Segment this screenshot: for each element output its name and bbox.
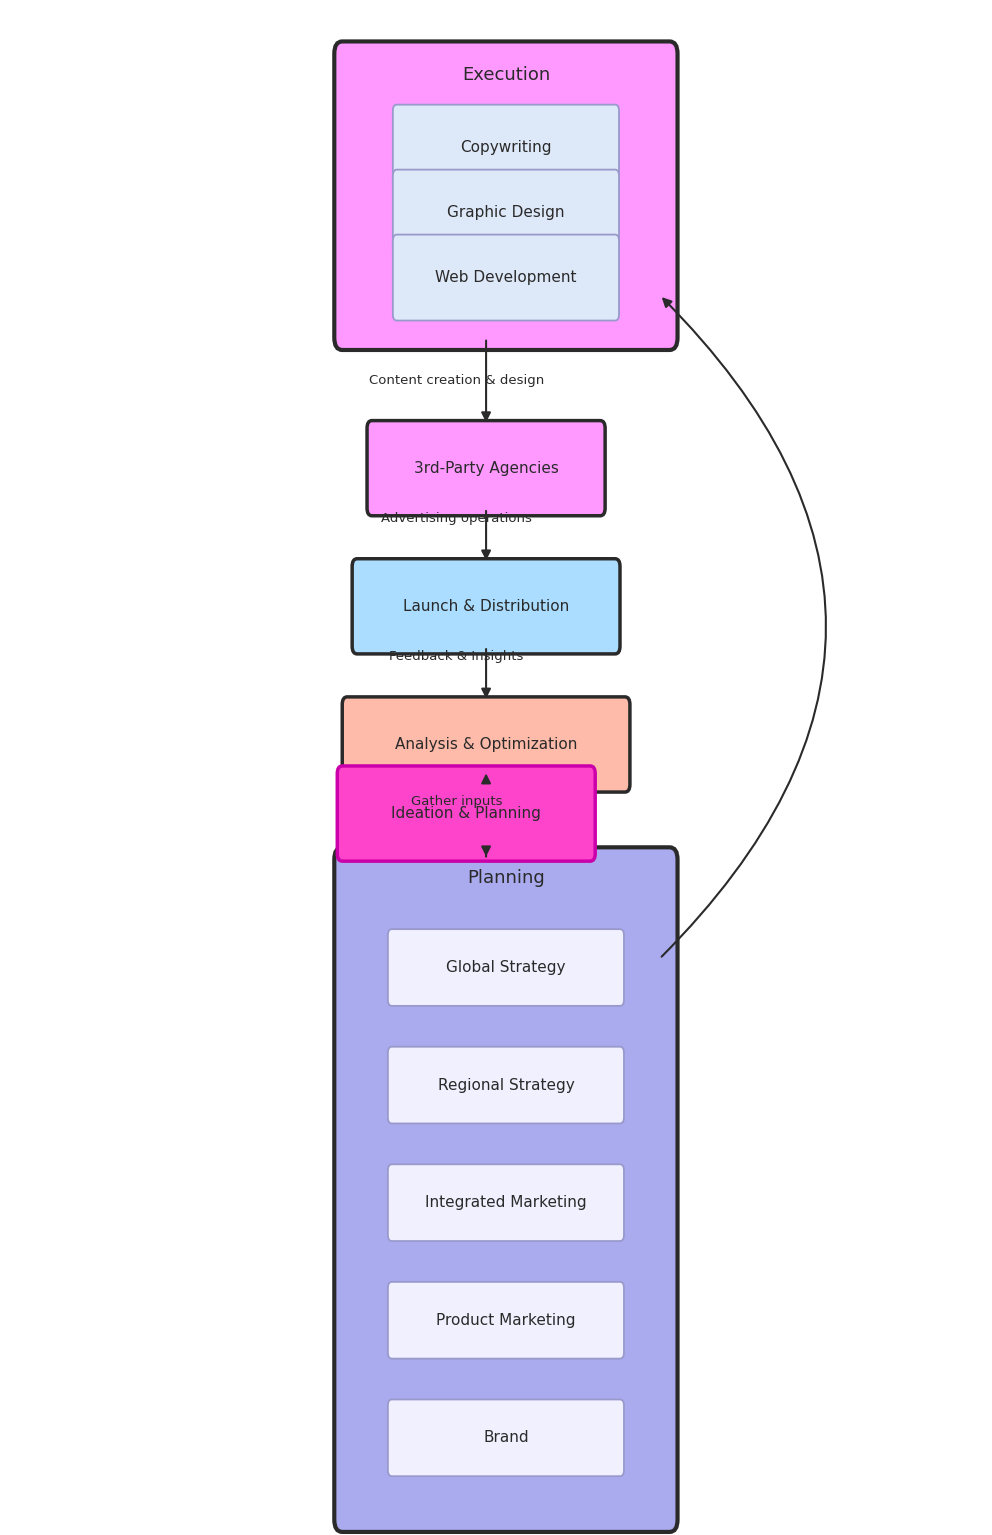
Text: Integrated Marketing: Integrated Marketing xyxy=(426,1196,586,1210)
Text: Planning: Planning xyxy=(467,869,545,887)
FancyBboxPatch shape xyxy=(393,104,619,190)
Text: Web Development: Web Development xyxy=(435,270,576,286)
Text: Ideation & Planning: Ideation & Planning xyxy=(391,806,542,821)
FancyBboxPatch shape xyxy=(393,235,619,321)
FancyBboxPatch shape xyxy=(388,1282,624,1358)
Text: Content creation & design: Content creation & design xyxy=(369,375,544,387)
FancyBboxPatch shape xyxy=(367,421,605,516)
FancyBboxPatch shape xyxy=(388,929,624,1005)
Text: 3rd-Party Agencies: 3rd-Party Agencies xyxy=(414,460,558,476)
FancyBboxPatch shape xyxy=(388,1047,624,1124)
Text: Execution: Execution xyxy=(462,66,550,84)
FancyBboxPatch shape xyxy=(388,1164,624,1240)
Text: Launch & Distribution: Launch & Distribution xyxy=(403,599,569,614)
Text: Product Marketing: Product Marketing xyxy=(436,1312,575,1328)
FancyBboxPatch shape xyxy=(342,697,630,792)
Text: Advertising operations: Advertising operations xyxy=(381,513,532,525)
Text: Analysis & Optimization: Analysis & Optimization xyxy=(395,737,577,752)
Text: Global Strategy: Global Strategy xyxy=(446,959,565,975)
FancyBboxPatch shape xyxy=(388,1400,624,1477)
Text: Brand: Brand xyxy=(483,1431,529,1446)
Text: Copywriting: Copywriting xyxy=(460,140,552,155)
FancyBboxPatch shape xyxy=(337,766,595,861)
Text: Feedback & Insights: Feedback & Insights xyxy=(389,651,524,663)
FancyBboxPatch shape xyxy=(352,559,620,654)
FancyBboxPatch shape xyxy=(334,847,678,1532)
Text: Graphic Design: Graphic Design xyxy=(447,206,564,220)
FancyBboxPatch shape xyxy=(334,41,678,350)
FancyBboxPatch shape xyxy=(393,170,619,255)
Text: Regional Strategy: Regional Strategy xyxy=(437,1078,574,1093)
Text: Gather inputs: Gather inputs xyxy=(411,795,502,807)
